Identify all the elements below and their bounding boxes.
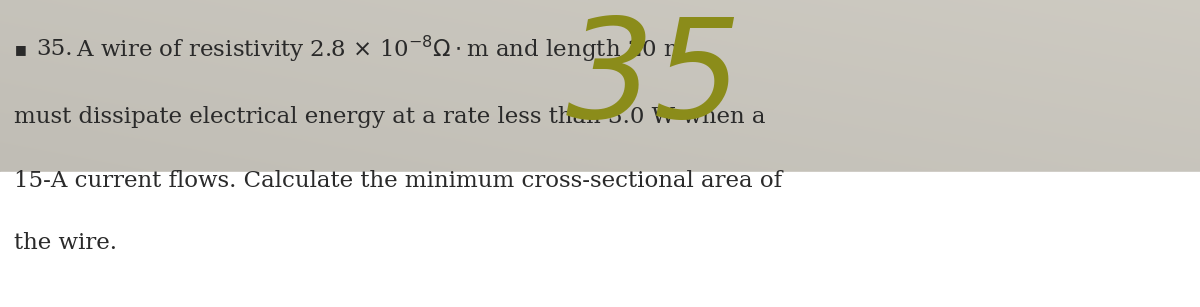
Text: 15-A current flows. Calculate the minimum cross-sectional area of: 15-A current flows. Calculate the minimu…: [14, 170, 782, 192]
Text: 35: 35: [565, 12, 743, 147]
Text: the wire.: the wire.: [14, 231, 118, 254]
Bar: [0, 172, 1200, 307]
Text: ■: ■: [14, 43, 26, 56]
Text: 35.: 35.: [36, 38, 72, 60]
Text: must dissipate electrical energy at a rate less than 3.0 W when a: must dissipate electrical energy at a ra…: [14, 106, 766, 128]
Text: A wire of resistivity 2.8 $\times$ 10$^{-8}$$\Omega\cdot$m and length 20 m: A wire of resistivity 2.8 $\times$ 10$^{…: [62, 34, 686, 64]
